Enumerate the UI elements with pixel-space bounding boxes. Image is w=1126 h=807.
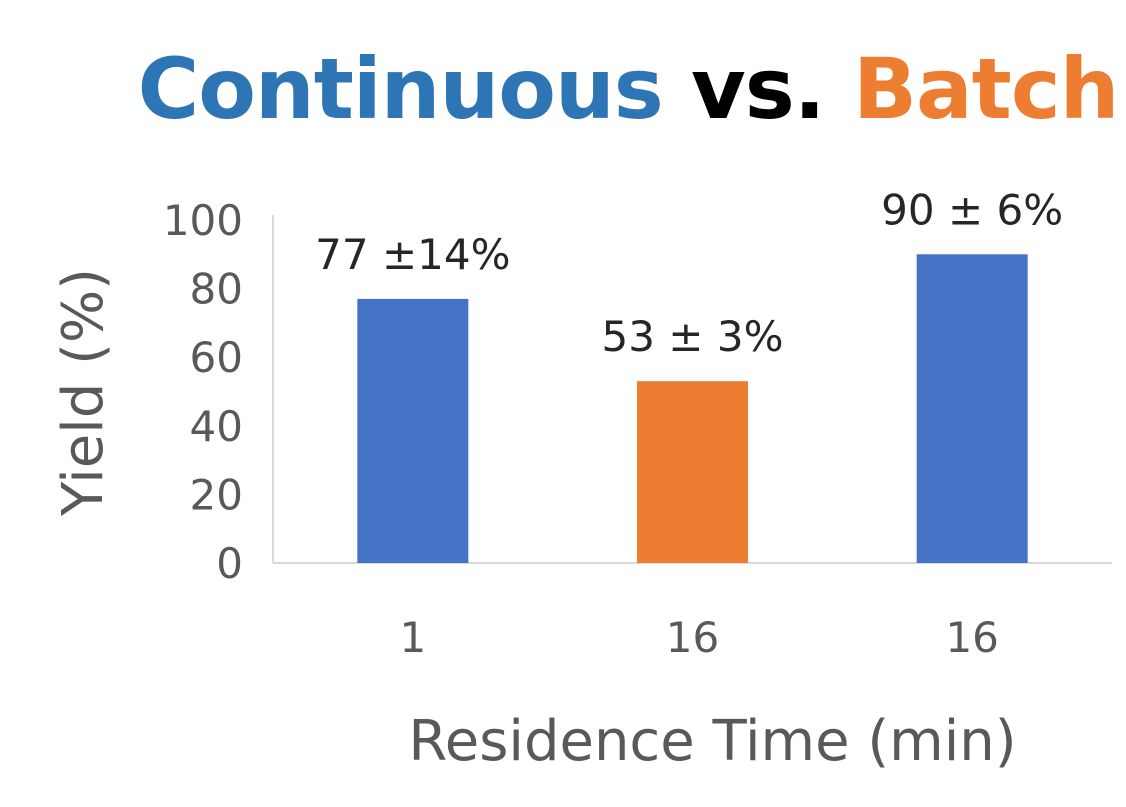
title-vs: vs. [662, 40, 853, 138]
title-continuous: Continuous [137, 40, 664, 138]
bar [637, 381, 748, 563]
title-batch: Batch [852, 40, 1119, 138]
y-tick-label: 80 [190, 265, 243, 314]
data-label: 77 ±14% [315, 230, 510, 279]
x-axis-title: Residence Time (min) [408, 709, 1016, 774]
data-label: 90 ± 6% [881, 185, 1063, 234]
y-tick-label: 40 [190, 402, 243, 451]
x-tick-label: 16 [945, 613, 998, 662]
data-label: 53 ± 3% [602, 312, 784, 361]
y-tick-label: 60 [190, 333, 243, 382]
chart-title: Continuous vs. Batch [0, 40, 1126, 138]
bar [357, 298, 469, 563]
y-axis-title: Yield (%) [51, 268, 116, 517]
y-tick-label: 0 [216, 539, 243, 588]
y-tick-label: 100 [163, 196, 243, 245]
x-tick-label: 1 [399, 613, 426, 662]
bar [916, 254, 1028, 564]
y-tick-label: 20 [190, 470, 243, 519]
x-tick-label: 16 [666, 613, 719, 662]
